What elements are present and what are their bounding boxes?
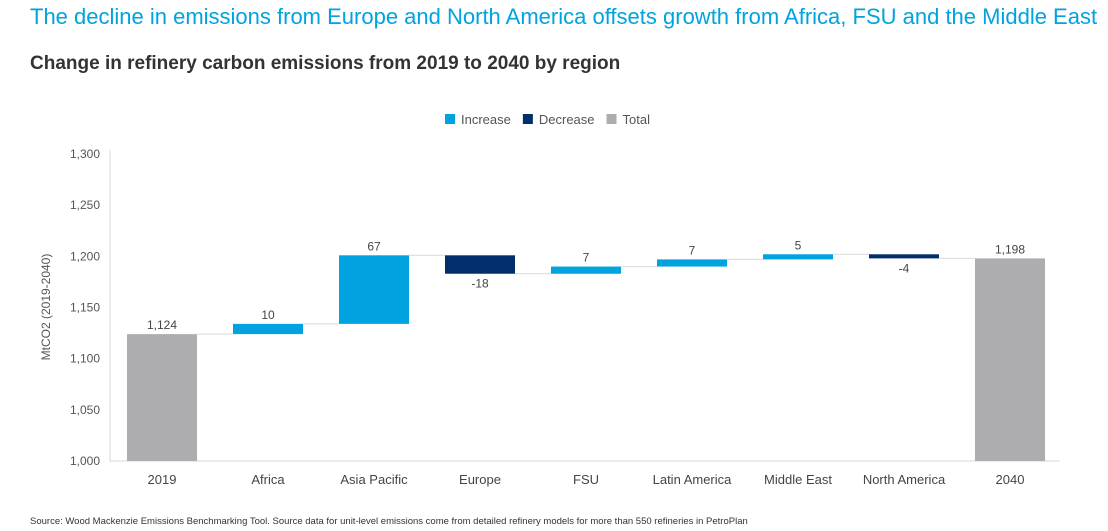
x-tick-label: Europe — [459, 472, 501, 487]
bar-2040 — [975, 258, 1045, 461]
legend-swatch-decrease — [522, 114, 533, 124]
chart-title: The decline in emissions from Europe and… — [30, 4, 1098, 29]
y-axis-label: MtCO2 (2019-2040) — [39, 254, 53, 361]
legend-swatch-total — [606, 114, 617, 124]
x-tick-label: 2019 — [148, 472, 177, 487]
bar-north-america — [869, 254, 939, 259]
bar-africa — [233, 323, 303, 335]
data-label: 1,124 — [147, 318, 177, 332]
y-tick-label: 1,300 — [70, 147, 100, 161]
legend-label-total: Total — [623, 112, 651, 127]
bar-europe — [445, 255, 515, 274]
bar-asia-pacific — [339, 255, 409, 324]
data-label: 7 — [689, 243, 696, 257]
data-label: 67 — [367, 239, 381, 253]
x-tick-label: Middle East — [764, 472, 832, 487]
bar-2019 — [127, 334, 197, 461]
data-label: 1,198 — [995, 242, 1025, 256]
data-label: 10 — [261, 308, 275, 322]
x-tick-label: Africa — [251, 472, 285, 487]
bar-fsu — [551, 266, 621, 274]
y-tick-label: 1,100 — [70, 352, 100, 366]
x-tick-label: 2040 — [996, 472, 1025, 487]
legend-label-increase: Increase — [461, 112, 511, 127]
y-tick-label: 1,200 — [70, 249, 100, 263]
source-note: Source: Wood Mackenzie Emissions Benchma… — [30, 516, 748, 527]
x-tick-label: Latin America — [653, 472, 733, 487]
y-tick-label: 1,000 — [70, 454, 100, 468]
data-label: -18 — [471, 277, 489, 291]
y-tick-label: 1,250 — [70, 198, 100, 212]
data-label: 5 — [795, 238, 802, 252]
data-label: 7 — [583, 251, 590, 265]
data-label: -4 — [899, 261, 910, 275]
x-tick-label: FSU — [573, 472, 599, 487]
legend-swatch-increase — [445, 114, 455, 124]
x-tick-label: Asia Pacific — [340, 472, 408, 487]
chart-subtitle: Change in refinery carbon emissions from… — [30, 53, 621, 74]
x-tick-label: North America — [863, 472, 946, 487]
y-tick-label: 1,050 — [70, 403, 100, 417]
legend-label-decrease: Decrease — [539, 112, 595, 127]
bar-middle-east — [763, 254, 833, 260]
y-tick-label: 1,150 — [70, 301, 100, 315]
bar-latin-america — [657, 259, 727, 267]
